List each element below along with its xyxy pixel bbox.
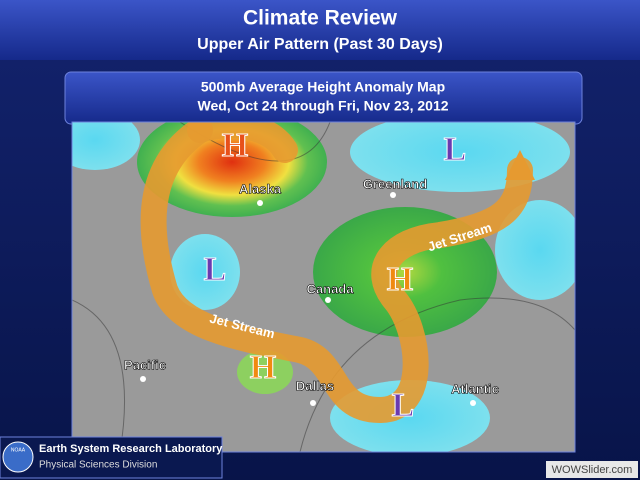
map (72, 122, 575, 452)
anomaly (170, 234, 240, 310)
pressure-label: L (444, 131, 467, 168)
place-label: Alaska (239, 181, 282, 196)
lab-name: Earth System Research Laboratory (39, 443, 223, 455)
place-label: Pacific (124, 357, 166, 372)
pressure-label: L (392, 387, 415, 424)
division-name: Physical Sciences Division (39, 460, 157, 471)
map-frame (71, 121, 576, 453)
footer-logo-box (0, 436, 223, 479)
slide-subtitle: Upper Air Pattern (Past 30 Days) (197, 36, 443, 53)
header-bar (0, 0, 640, 60)
watermark: WOWSlider.com (552, 464, 633, 476)
slide-title: Climate Review (243, 7, 398, 30)
anomaly (72, 122, 140, 170)
anomaly (495, 200, 575, 300)
place-label: Dallas (296, 378, 334, 393)
jet-arrow (505, 150, 535, 180)
logo (2, 441, 34, 473)
place-dot (257, 200, 263, 206)
pressure-label: H (250, 349, 276, 386)
jet-stream (187, 122, 298, 163)
place-label: Greenland (363, 176, 427, 191)
place-dot (325, 297, 331, 303)
pressure-label: L (204, 251, 227, 288)
logo-text: NOAA (11, 447, 26, 453)
pressure-label: H (387, 261, 413, 298)
place-dot (390, 192, 396, 198)
place-label: Canada (307, 281, 355, 296)
place-dot (470, 400, 476, 406)
place-dot (140, 376, 146, 382)
jet-stream (140, 122, 533, 424)
anomaly (237, 350, 293, 394)
watermark-box (546, 461, 638, 478)
place-dot (310, 400, 316, 406)
pressure-label: H (222, 127, 248, 164)
map-date-range: Wed, Oct 24 through Fri, Nov 23, 2012 (197, 98, 448, 114)
place-label: Atlantic (451, 381, 499, 396)
map-title: 500mb Average Height Anomaly Map (201, 79, 445, 95)
